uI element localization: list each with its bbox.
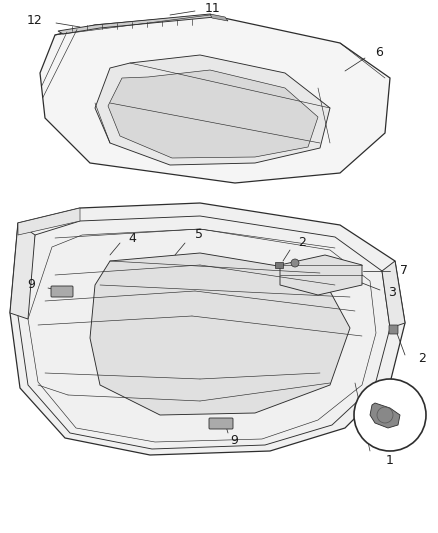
- Text: 2: 2: [298, 237, 306, 249]
- Polygon shape: [10, 203, 405, 455]
- Polygon shape: [58, 14, 215, 34]
- Text: 4: 4: [128, 231, 136, 245]
- Text: 3: 3: [388, 287, 396, 300]
- Text: 6: 6: [375, 46, 383, 60]
- Polygon shape: [108, 70, 318, 158]
- Polygon shape: [370, 403, 400, 428]
- Polygon shape: [40, 15, 390, 183]
- FancyBboxPatch shape: [389, 325, 398, 334]
- Text: 7: 7: [400, 264, 408, 278]
- Polygon shape: [18, 208, 80, 235]
- Polygon shape: [90, 253, 350, 415]
- Polygon shape: [10, 223, 35, 319]
- Polygon shape: [210, 14, 228, 21]
- Bar: [275, 262, 283, 268]
- Text: 2: 2: [418, 351, 426, 365]
- Text: 9: 9: [27, 279, 35, 292]
- Text: 9: 9: [230, 434, 238, 448]
- Circle shape: [354, 379, 426, 451]
- Text: 5: 5: [195, 229, 203, 241]
- Text: 1: 1: [386, 455, 394, 467]
- Circle shape: [291, 259, 299, 267]
- Polygon shape: [95, 55, 330, 165]
- Polygon shape: [382, 261, 405, 328]
- Text: 12: 12: [26, 14, 42, 28]
- FancyBboxPatch shape: [51, 286, 73, 297]
- Polygon shape: [280, 255, 362, 295]
- FancyBboxPatch shape: [209, 418, 233, 429]
- Text: 11: 11: [205, 2, 221, 14]
